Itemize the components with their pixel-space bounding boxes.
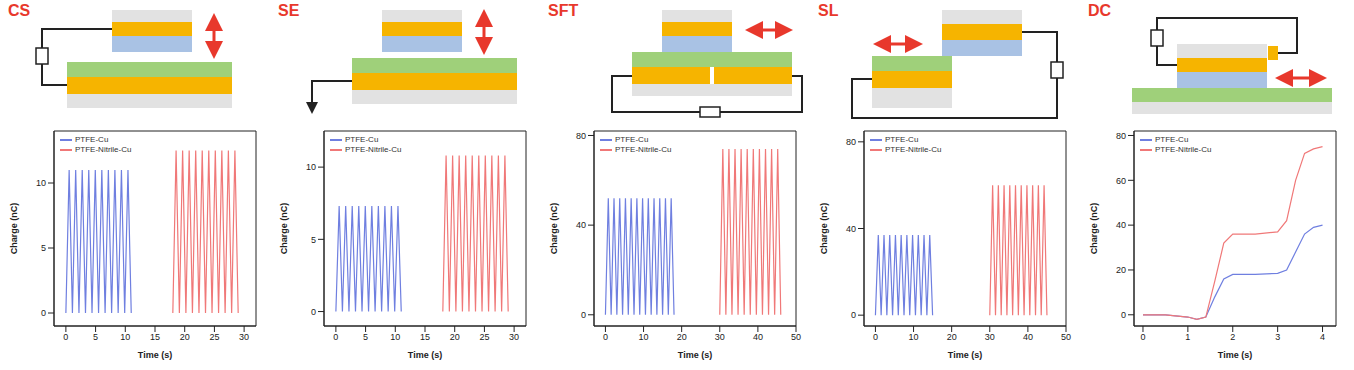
html-text:PTFE-Nitrile-Cu: PTFE-Nitrile-Cu [615,145,672,154]
svg-text:Charge (nC): Charge (nC) [549,203,559,255]
svg-text:20: 20 [180,332,190,342]
svg-text:50: 50 [791,332,801,342]
svg-text:Time (s): Time (s) [678,350,712,360]
svg-text:Time (s): Time (s) [948,350,982,360]
svg-text:25: 25 [479,332,489,342]
svg-text:Time (s): Time (s) [138,350,172,360]
html-text:PTFE-Nitrile-Cu: PTFE-Nitrile-Cu [885,145,942,154]
svg-text:10: 10 [306,162,316,172]
svg-text:20: 20 [677,332,687,342]
svg-text:0: 0 [851,310,856,320]
svg-text:0: 0 [1140,332,1145,342]
html-text:SL: SL [818,2,839,19]
svg-text:0: 0 [311,307,316,317]
svg-text:5: 5 [311,235,316,245]
svg-text:30: 30 [239,332,249,342]
svg-text:30: 30 [715,332,725,342]
html-text:CS: CS [8,2,31,19]
svg-text:40: 40 [1023,332,1033,342]
svg-text:60: 60 [1116,176,1126,186]
svg-text:2: 2 [1230,332,1235,342]
svg-text:5: 5 [41,243,46,253]
html-text:PTFE-Cu: PTFE-Cu [615,135,649,144]
svg-text:3: 3 [1275,332,1280,342]
svg-text:10: 10 [909,332,919,342]
svg-text:Charge (nC): Charge (nC) [819,203,829,255]
svg-text:10: 10 [390,332,400,342]
html-text:SE: SE [278,2,300,19]
svg-text:0: 0 [581,310,586,320]
svg-text:30: 30 [509,332,519,342]
svg-text:10: 10 [120,332,130,342]
svg-text:10: 10 [36,178,46,188]
svg-text:0: 0 [1121,310,1126,320]
svg-text:4: 4 [1320,332,1325,342]
svg-text:40: 40 [846,224,856,234]
html-text:PTFE-Cu: PTFE-Cu [75,135,109,144]
svg-text:80: 80 [576,131,586,141]
svg-text:10: 10 [639,332,649,342]
svg-text:0: 0 [873,332,878,342]
svg-text:80: 80 [1116,131,1126,141]
svg-text:40: 40 [1116,220,1126,230]
svg-text:Charge (nC): Charge (nC) [9,203,19,255]
svg-text:5: 5 [93,332,98,342]
svg-text:0: 0 [333,332,338,342]
html-text:PTFE-Nitrile-Cu: PTFE-Nitrile-Cu [75,145,132,154]
svg-text:Time (s): Time (s) [1218,350,1252,360]
svg-text:15: 15 [150,332,160,342]
html-text:PTFE-Nitrile-Cu: PTFE-Nitrile-Cu [345,145,402,154]
svg-text:Time (s): Time (s) [408,350,442,360]
svg-text:50: 50 [1061,332,1071,342]
svg-text:Charge (nC): Charge (nC) [1089,203,1099,255]
html-text:DC: DC [1088,2,1112,19]
svg-text:5: 5 [363,332,368,342]
svg-text:20: 20 [450,332,460,342]
svg-text:40: 40 [753,332,763,342]
svg-text:0: 0 [603,332,608,342]
svg-text:Charge (nC): Charge (nC) [279,203,289,255]
svg-text:1: 1 [1185,332,1190,342]
html-text:SFT: SFT [548,2,579,19]
html-text:PTFE-Cu: PTFE-Cu [1155,135,1189,144]
html-text:PTFE-Cu: PTFE-Cu [885,135,919,144]
svg-text:30: 30 [985,332,995,342]
svg-text:80: 80 [846,137,856,147]
svg-text:25: 25 [209,332,219,342]
svg-text:40: 40 [576,220,586,230]
html-text:PTFE-Nitrile-Cu: PTFE-Nitrile-Cu [1155,145,1212,154]
html-text:PTFE-Cu: PTFE-Cu [345,135,379,144]
svg-text:15: 15 [420,332,430,342]
svg-text:20: 20 [947,332,957,342]
svg-text:0: 0 [41,308,46,318]
svg-text:0: 0 [63,332,68,342]
svg-text:20: 20 [1116,265,1126,275]
